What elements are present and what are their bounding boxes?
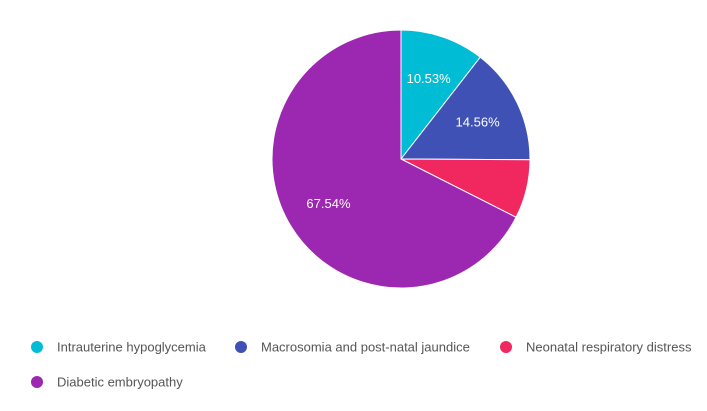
slice-data-label: 67.54% <box>306 196 351 211</box>
legend: Intrauterine hypoglycemia Macrosomia and … <box>31 340 692 390</box>
legend-label: Neonatal respiratory distress <box>526 340 692 355</box>
legend-marker <box>31 341 43 353</box>
legend-marker <box>31 376 43 388</box>
legend-label: Diabetic embryopathy <box>57 375 183 390</box>
legend-label: Macrosomia and post-natal jaundice <box>261 340 470 355</box>
legend-item[interactable]: Neonatal respiratory distress <box>500 340 692 355</box>
pie-slice-3[interactable] <box>271 29 517 289</box>
pie-slice-1[interactable] <box>399 56 531 161</box>
legend-marker <box>500 341 512 353</box>
legend-item[interactable]: Intrauterine hypoglycemia <box>31 340 207 355</box>
legend-label: Intrauterine hypoglycemia <box>57 340 207 355</box>
legend-marker <box>235 341 247 353</box>
legend-item[interactable]: Macrosomia and post-natal jaundice <box>235 340 470 355</box>
pie-slice-labels: 10.53% 14.56% 67.54% <box>306 71 500 211</box>
slice-data-label: 14.56% <box>456 114 501 129</box>
slice-data-label: 10.53% <box>407 71 452 86</box>
pie-slice-0[interactable] <box>400 29 481 161</box>
pie-slices <box>271 29 531 289</box>
legend-item[interactable]: Diabetic embryopathy <box>31 375 183 390</box>
